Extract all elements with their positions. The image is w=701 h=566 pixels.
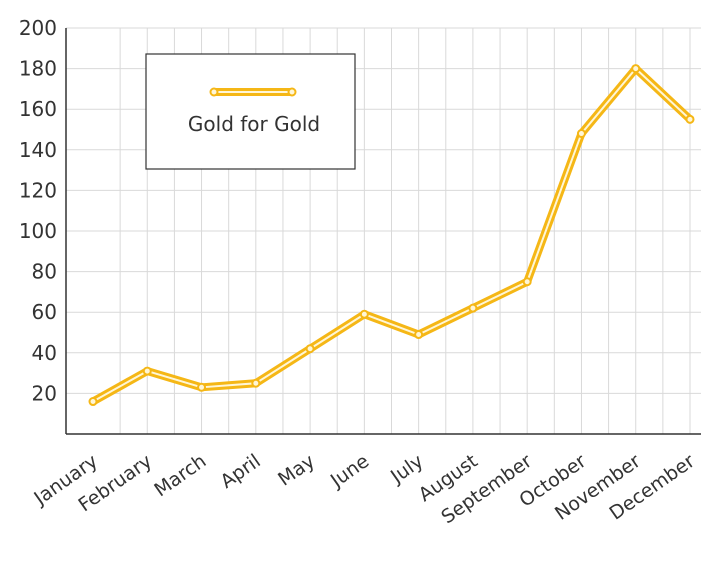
legend-marker-left xyxy=(209,87,219,97)
legend-label: Gold for Gold xyxy=(188,112,320,136)
y-tick-labels: 20 40 60 80 100 120 140 160 180 200 xyxy=(19,16,57,405)
data-point xyxy=(197,382,207,392)
y-tick-label: 180 xyxy=(19,57,57,81)
y-tick-label: 160 xyxy=(19,97,57,121)
data-point xyxy=(576,129,586,139)
y-tick-label: 120 xyxy=(19,178,57,202)
y-tick-label: 20 xyxy=(32,381,57,405)
data-point xyxy=(305,344,315,354)
data-point xyxy=(88,397,98,407)
y-tick-label: 140 xyxy=(19,138,57,162)
legend-marker-right xyxy=(287,87,297,97)
series-line-highlight xyxy=(92,67,691,403)
data-point xyxy=(631,64,641,74)
legend-box xyxy=(145,53,356,170)
x-tick-label: April xyxy=(216,450,264,493)
data-point xyxy=(522,277,532,287)
series-lines xyxy=(88,64,695,407)
y-tick-label: 80 xyxy=(32,260,57,284)
y-tick-label: 60 xyxy=(32,300,57,324)
y-tick-label: 200 xyxy=(19,16,57,40)
x-tick-label: May xyxy=(274,450,319,491)
data-point xyxy=(359,309,369,319)
data-point xyxy=(414,330,424,340)
data-point xyxy=(685,114,695,124)
x-tick-label: March xyxy=(150,450,210,501)
y-tick-label: 40 xyxy=(32,341,57,365)
axes xyxy=(65,28,701,435)
data-point xyxy=(251,378,261,388)
data-point xyxy=(142,366,152,376)
data-point xyxy=(468,303,478,313)
x-tick-label: June xyxy=(326,450,373,492)
y-tick-label: 100 xyxy=(19,219,57,243)
legend: Gold for Gold xyxy=(145,53,356,170)
